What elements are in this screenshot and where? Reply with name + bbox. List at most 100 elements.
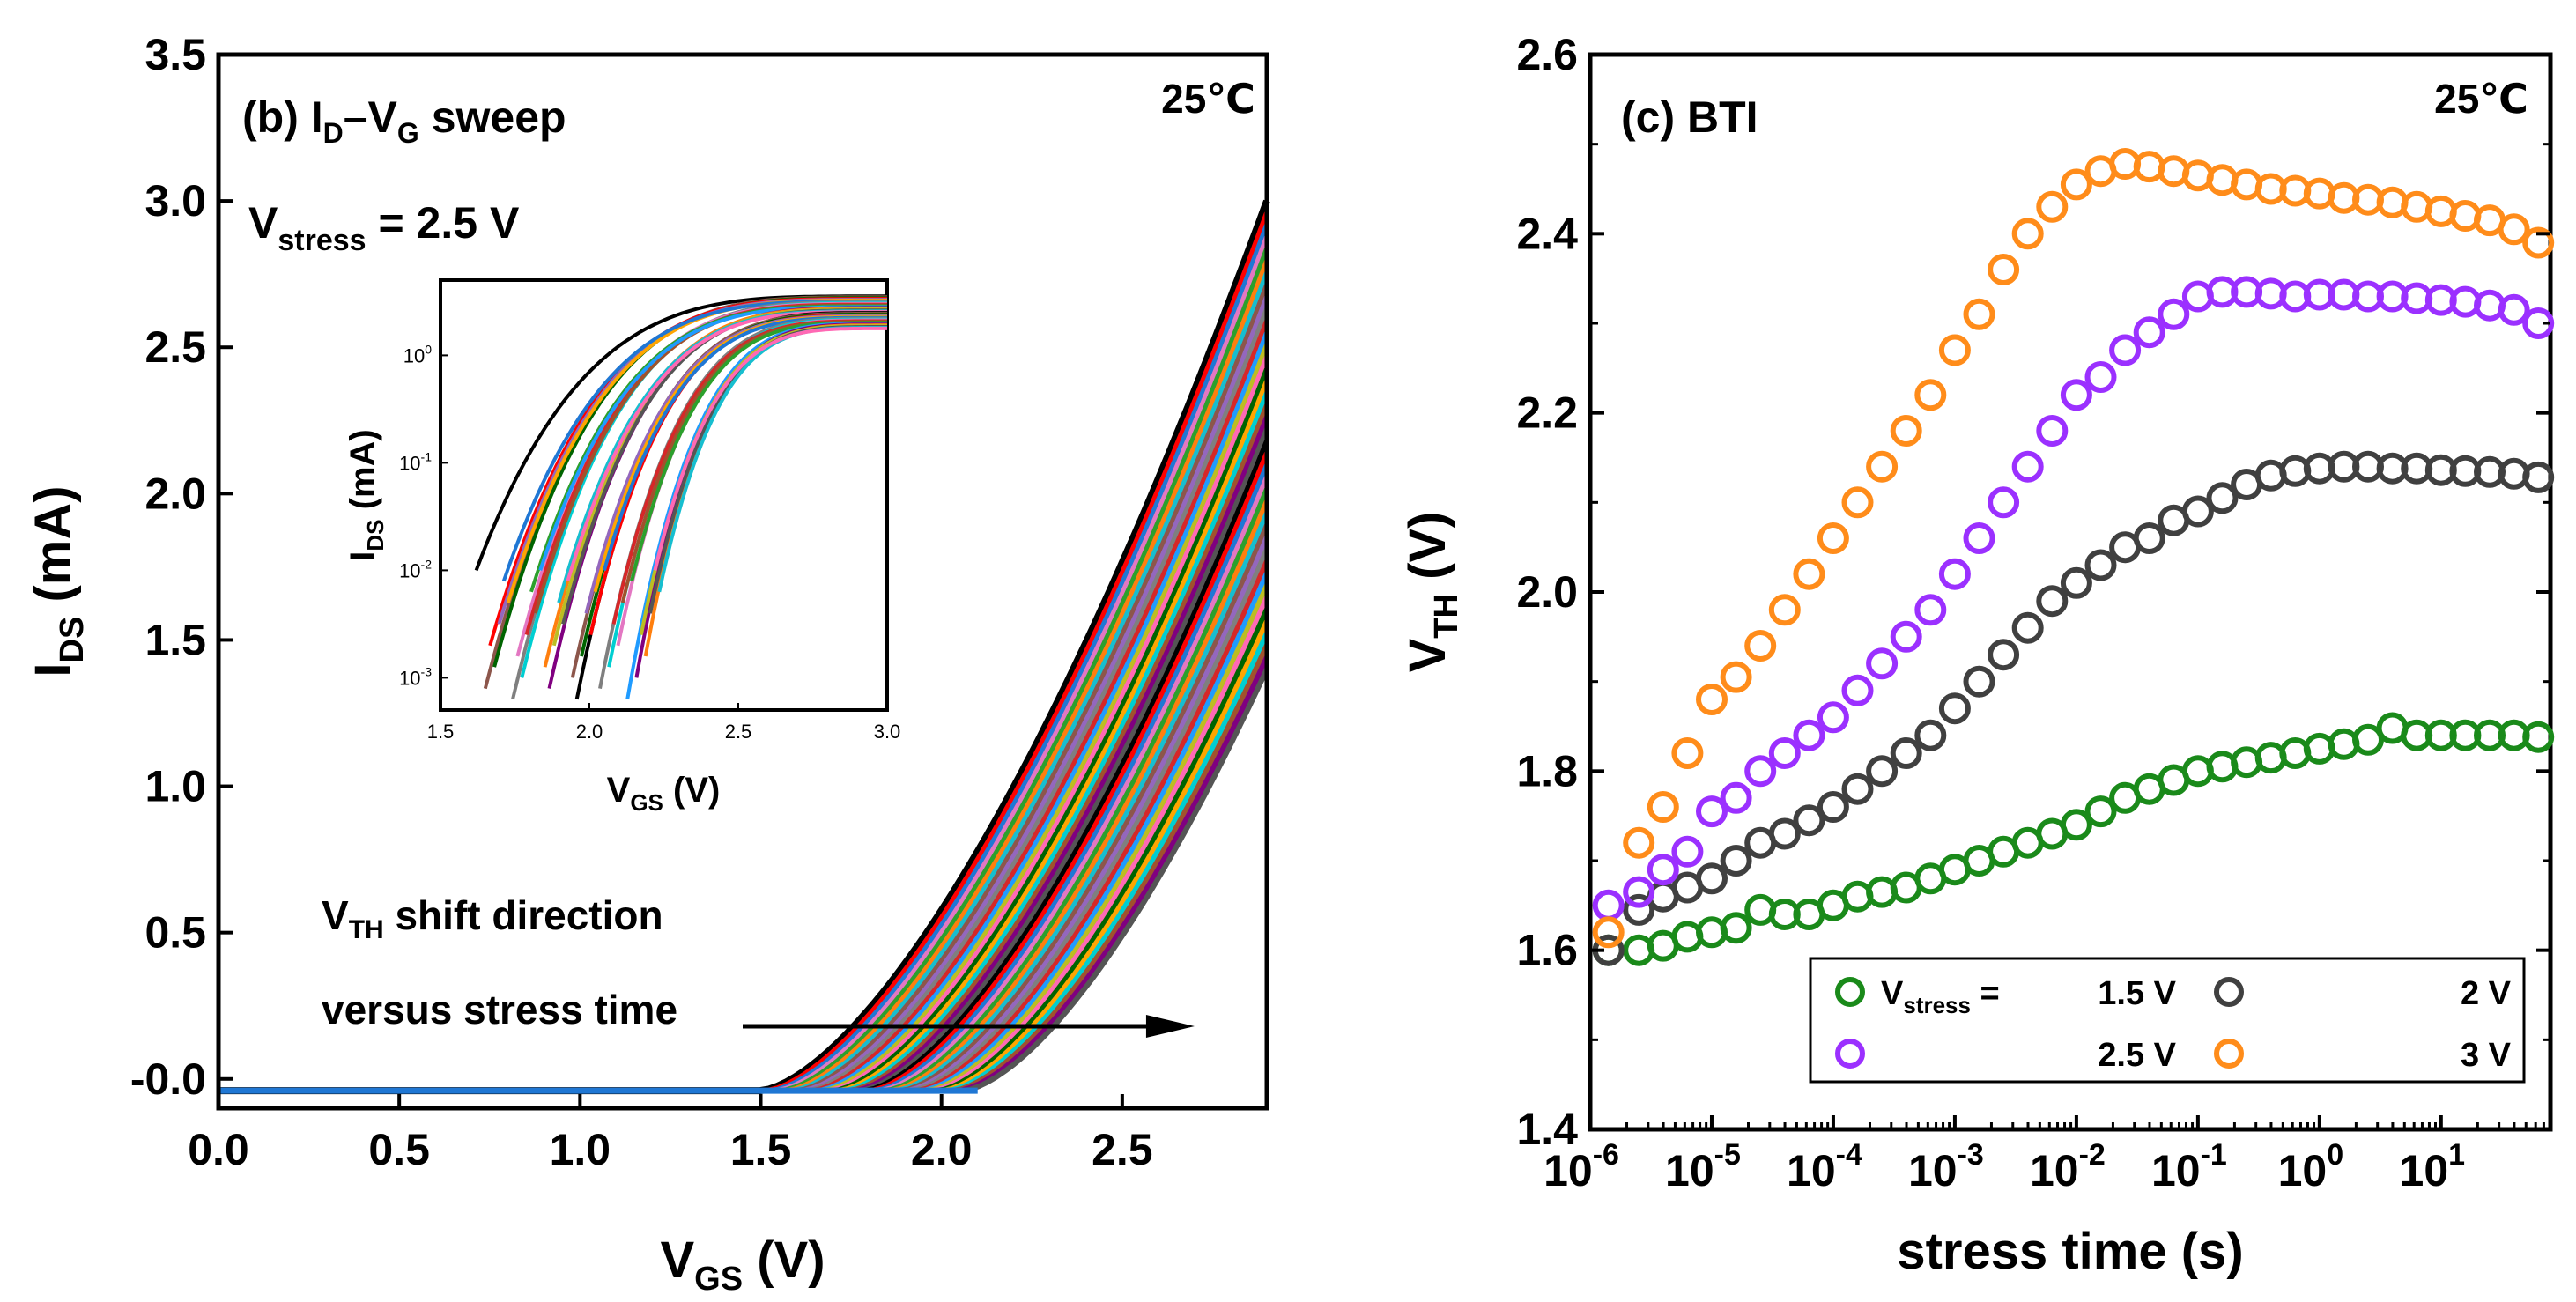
c-legend: Vstress = 1.5 V 2 V 2.5 V 3 V: [1809, 957, 2526, 1084]
c-data-point: [2011, 611, 2044, 644]
c-data-point: [1890, 620, 1922, 653]
b-y-ticks: -0.0 0.5 1.0 1.5 2.0 2.5 3.0 3.5: [130, 30, 233, 1104]
c-data-point: [1817, 701, 1849, 734]
b-inset-log-plot: 1.5 2.0 2.5 3.0 100 10-1 10-2 10-3 VGS (V) IDS…: [344, 278, 901, 816]
c-data-point: [1793, 558, 1825, 590]
c-data-point: [2498, 293, 2530, 326]
c-x-tick-label: 10-6: [1543, 1138, 1619, 1195]
c-data-point: [2011, 218, 2044, 250]
c-series-2-5-V: [1592, 276, 2555, 921]
c-data-point: [1866, 450, 1899, 483]
b-vth-shift-annotation: VTH shift direction versus stress time: [322, 892, 1195, 1038]
c-data-point: [1914, 594, 1947, 626]
c-legend-label-3v: 3 V: [2461, 1037, 2512, 1074]
c-data-point: [2181, 495, 2214, 528]
c-data-point: [1720, 781, 1752, 814]
c-data-point: [2060, 379, 2092, 411]
b-inset-x-tick-label: 3.0: [874, 721, 901, 743]
c-legend-label-2-5v: 2.5 V: [2098, 1037, 2176, 1074]
b-x-tick-label: 1.5: [730, 1125, 792, 1174]
c-data-point: [2133, 316, 2165, 349]
b-x-axis-label: VGS (V): [660, 1232, 825, 1298]
c-legend-label-1-5v: 1.5 V: [2098, 975, 2176, 1012]
c-y-axis-label: VTH (V): [1399, 512, 1465, 673]
panel-c-bti: 10-6 10-5 10-4 10-3 10-2 10-1 100 101 1.4 1.6 1.8…: [1399, 30, 2555, 1280]
b-inset-x-ticks: 1.5 2.0 2.5 3.0: [427, 703, 901, 743]
c-data-point: [1963, 522, 1995, 554]
c-data-point: [1938, 558, 1971, 590]
c-data-point: [1592, 889, 1625, 921]
b-temperature-label: 25℃: [1161, 76, 1255, 122]
b-inset-y-tick-label: 10-2: [399, 557, 432, 581]
c-legend-marker-1-5v: [1835, 977, 1865, 1007]
b-panel-title: (b) ID–VG sweep: [242, 92, 566, 149]
c-data-point: [1866, 647, 1899, 680]
b-transfer-curves: [218, 199, 1270, 1095]
c-data-point: [1744, 755, 1777, 788]
b-y-tick-label: -0.0: [130, 1054, 206, 1104]
c-data-point: [1768, 594, 1801, 626]
b-y-axis-label: IDS (mA): [25, 485, 91, 677]
c-data-point: [2522, 226, 2555, 259]
b-x-tick-label: 2.0: [911, 1125, 973, 1174]
c-data-point: [1841, 674, 1874, 706]
c-data-point: [2522, 307, 2555, 339]
c-data-point: [1623, 876, 1655, 908]
b-inset-curve: [653, 326, 887, 571]
c-x-axis-label: stress time (s): [1897, 1223, 2243, 1280]
c-y-tick-label: 2.0: [1516, 567, 1578, 617]
c-legend-marker-3v: [2214, 1039, 2244, 1069]
c-legend-label-2v: 2 V: [2461, 975, 2512, 1012]
b-x-ticks: 0.0 0.5 1.0 1.5 2.0 2.5: [188, 1094, 1153, 1174]
panel-b-id-vg-sweep: VTH shift direction versus stress time 0…: [25, 30, 1270, 1298]
c-data-point: [1623, 893, 1655, 926]
c-data-point: [2036, 190, 2069, 223]
c-data-point: [2036, 415, 2069, 447]
b-inset-x-tick-label: 2.0: [576, 721, 603, 743]
c-data-point: [2036, 585, 2069, 618]
c-data-point: [2060, 168, 2092, 201]
c-data-point: [1696, 684, 1728, 715]
c-y-tick-label: 2.6: [1516, 30, 1578, 79]
c-legend-marker-2v: [2214, 977, 2244, 1007]
c-data-point: [1938, 334, 1971, 366]
b-annotation-line2: versus stress time: [322, 987, 677, 1032]
c-data-point: [1988, 639, 2020, 671]
c-series-1-5-V: [1592, 712, 2555, 966]
c-scatter-series: [1592, 148, 2555, 966]
c-data-point: [1696, 862, 1728, 895]
c-data-point: [2133, 522, 2165, 554]
c-panel-title: (c) BTI: [1621, 92, 1758, 142]
c-data-point: [1914, 719, 1947, 751]
c-x-tick-label: 10-2: [2030, 1138, 2106, 1195]
c-x-tick-label: 10-5: [1665, 1138, 1741, 1195]
c-legend-marker-2-5v: [1835, 1039, 1865, 1069]
b-inset-x-tick-label: 2.5: [725, 721, 752, 743]
b-y-tick-label: 2.5: [144, 322, 206, 372]
c-data-point: [1938, 692, 1971, 725]
c-data-point: [1720, 912, 1752, 944]
c-data-point: [1793, 719, 1825, 751]
b-inset-y-tick-label: 10-1: [399, 449, 432, 474]
b-shift-arrow-head: [1145, 1014, 1195, 1038]
b-y-tick-label: 3.0: [144, 176, 206, 226]
c-y-tick-label: 2.2: [1516, 388, 1578, 438]
b-y-tick-label: 0.5: [144, 908, 206, 958]
c-data-point: [1768, 817, 1801, 850]
c-legend-prefix: Vstress =: [1881, 975, 2000, 1018]
c-data-point: [1696, 795, 1728, 828]
c-data-point: [1841, 773, 1874, 805]
c-data-point: [1890, 737, 1922, 769]
c-data-point: [1744, 630, 1777, 662]
c-data-point: [2109, 334, 2142, 366]
c-data-point: [2522, 721, 2555, 753]
c-legend-box: [1809, 957, 2526, 1084]
c-data-point: [2158, 298, 2190, 330]
c-data-point: [1817, 791, 1849, 823]
b-y-tick-label: 2.0: [144, 469, 206, 518]
c-data-point: [1890, 415, 1922, 447]
b-x-tick-label: 0.5: [368, 1125, 430, 1174]
b-inset-curves: [474, 294, 887, 700]
c-data-point: [1671, 835, 1704, 868]
